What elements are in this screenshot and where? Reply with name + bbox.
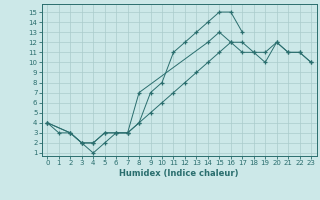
- X-axis label: Humidex (Indice chaleur): Humidex (Indice chaleur): [119, 169, 239, 178]
